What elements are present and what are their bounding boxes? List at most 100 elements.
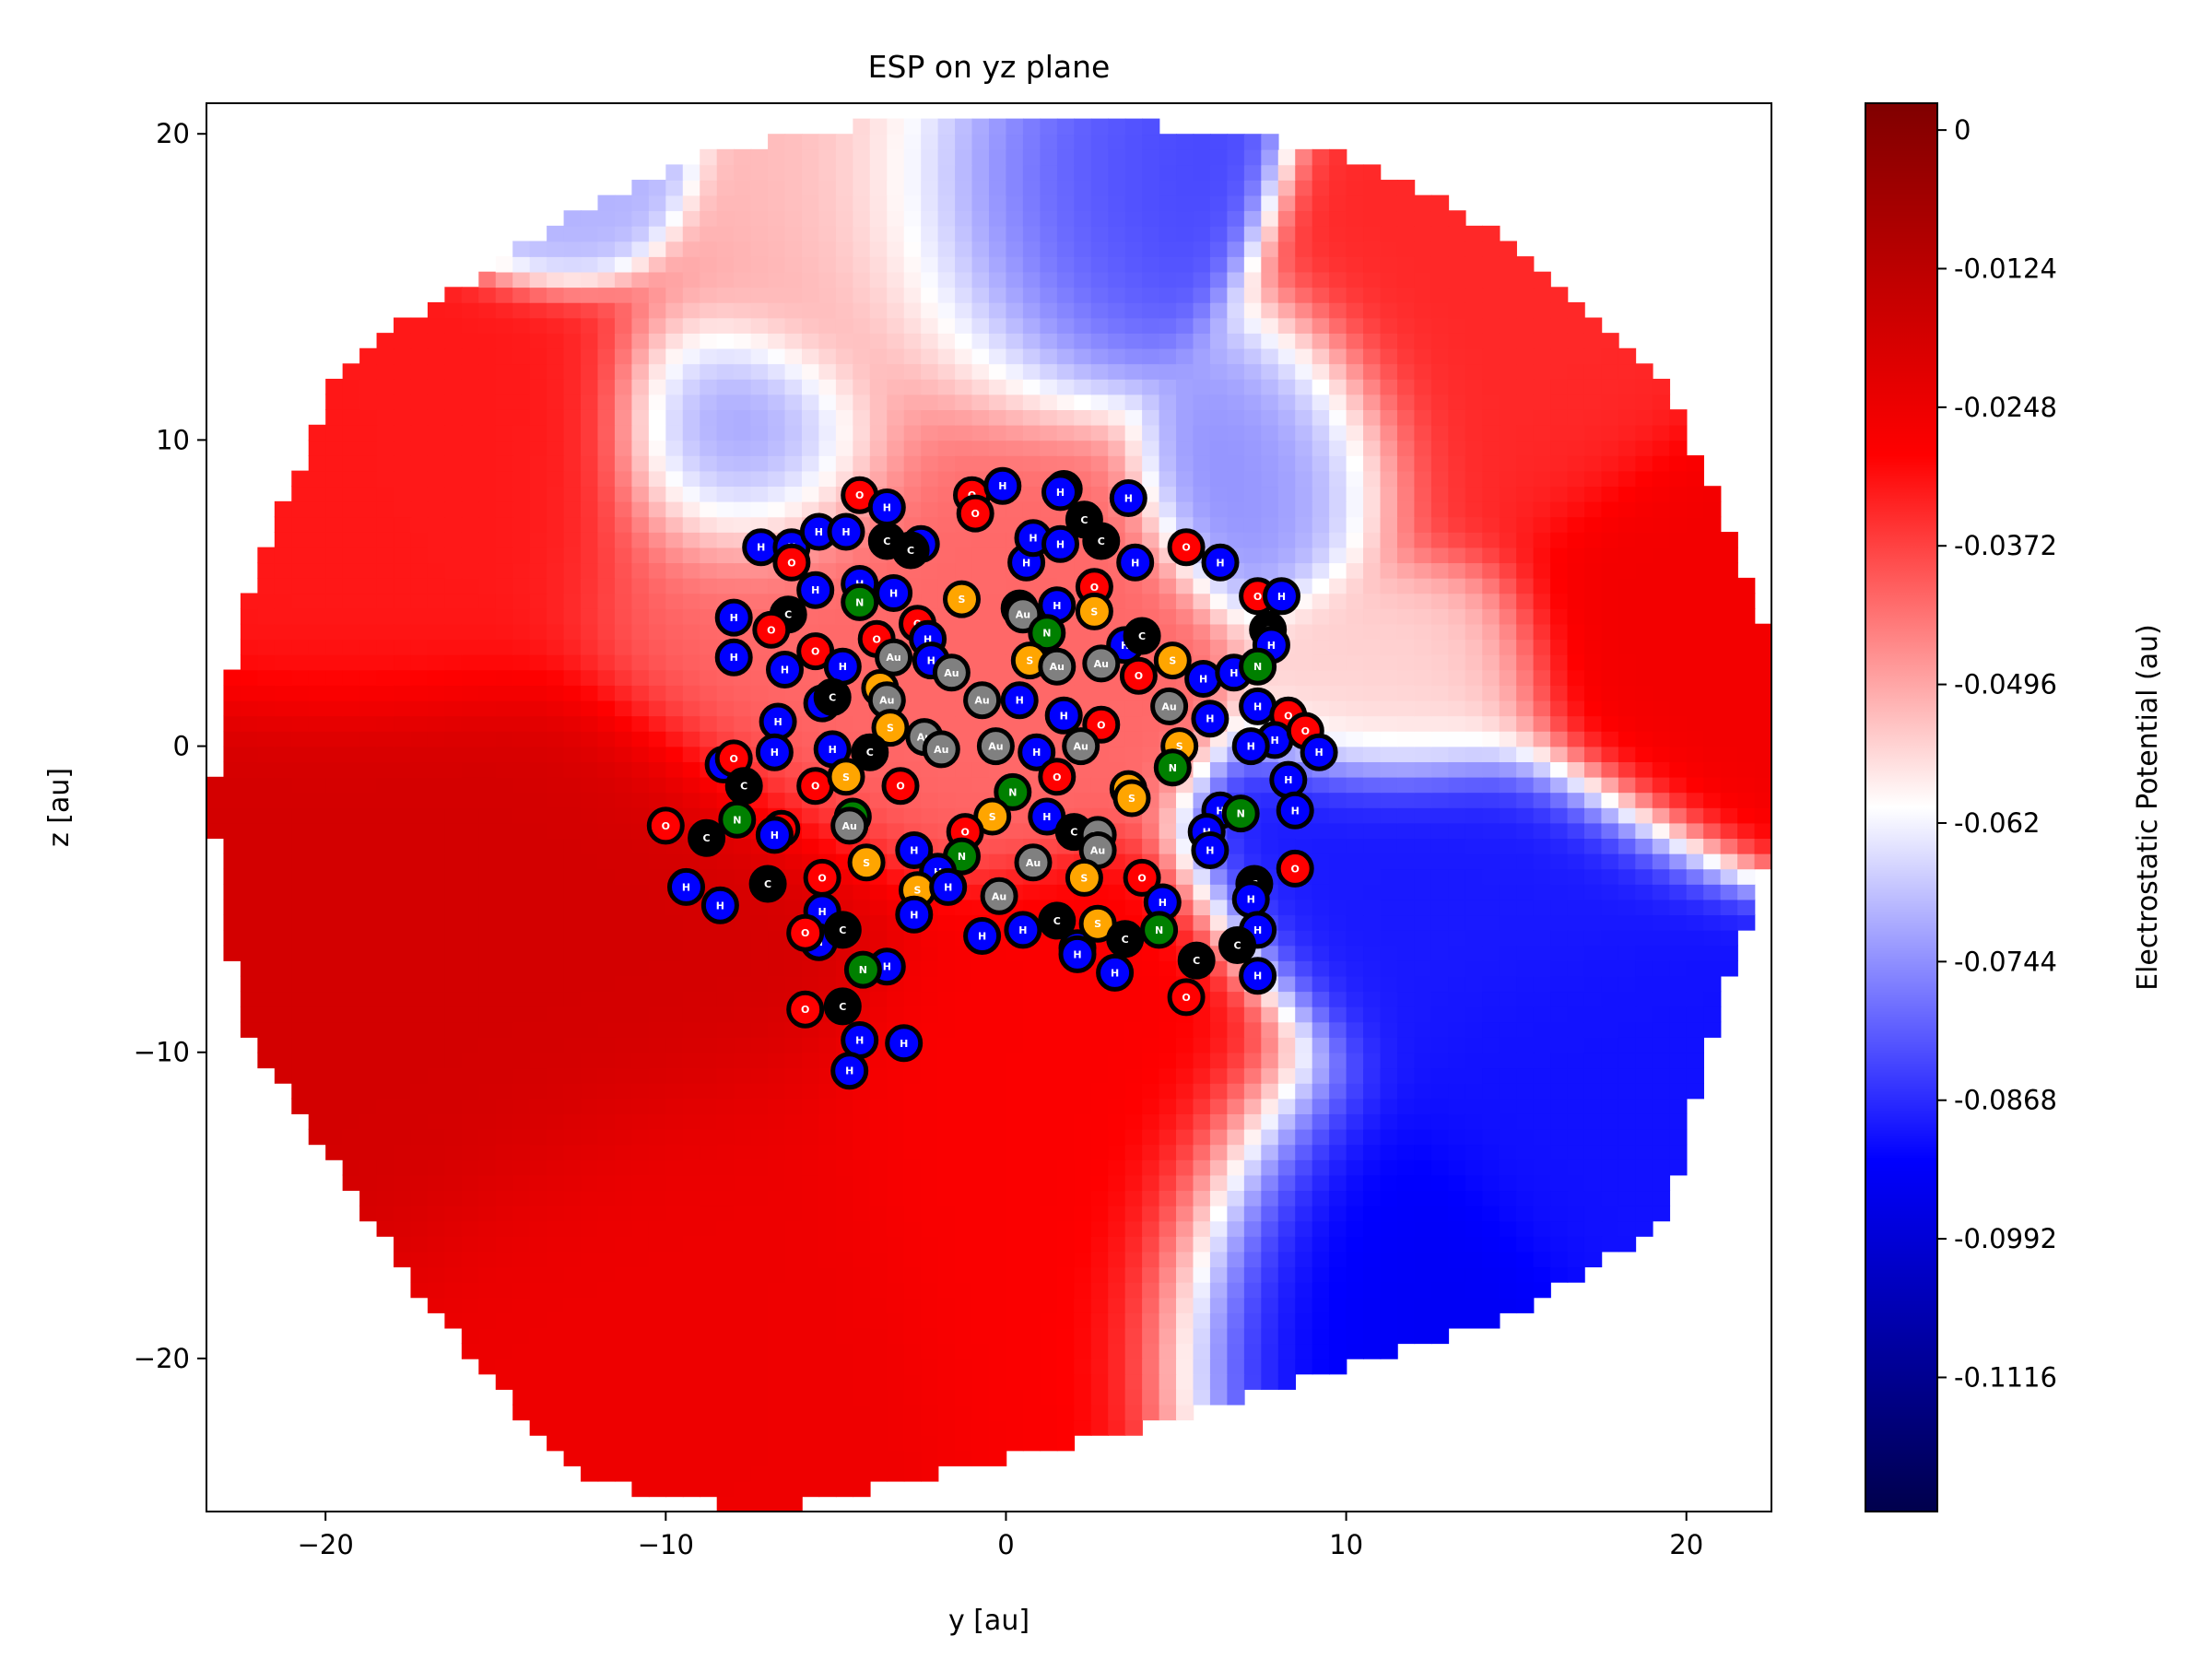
esp-cell bbox=[1720, 761, 1738, 778]
esp-cell bbox=[818, 1434, 837, 1452]
esp-cell bbox=[547, 838, 565, 854]
esp-cell bbox=[869, 1251, 888, 1268]
esp-cell bbox=[1482, 608, 1500, 625]
esp-cell bbox=[903, 991, 922, 1007]
esp-cell bbox=[887, 1205, 905, 1222]
esp-cell bbox=[614, 1266, 633, 1283]
esp-cell bbox=[547, 929, 565, 947]
esp-cell bbox=[257, 929, 276, 947]
esp-cell bbox=[903, 1067, 922, 1084]
esp-cell bbox=[734, 516, 752, 533]
esp-cell bbox=[461, 685, 480, 701]
esp-cell bbox=[835, 623, 854, 641]
esp-cell bbox=[921, 807, 939, 824]
esp-cell bbox=[1346, 1190, 1364, 1206]
esp-cell bbox=[700, 792, 718, 808]
esp-cell bbox=[342, 623, 360, 641]
esp-cell bbox=[1482, 1052, 1500, 1069]
esp-cell bbox=[291, 608, 310, 625]
esp-cell bbox=[869, 991, 888, 1007]
esp-cell bbox=[614, 807, 633, 824]
esp-cell bbox=[257, 975, 276, 993]
esp-cell bbox=[1159, 1205, 1177, 1222]
esp-cell bbox=[1550, 669, 1569, 686]
esp-cell bbox=[1635, 1144, 1653, 1160]
esp-cell bbox=[1465, 1297, 1484, 1313]
esp-cell bbox=[495, 822, 514, 840]
esp-cell bbox=[835, 1174, 854, 1192]
esp-cell bbox=[1159, 1067, 1177, 1084]
esp-cell bbox=[1482, 1159, 1500, 1176]
esp-cell bbox=[1090, 1358, 1109, 1375]
esp-cell bbox=[1396, 1052, 1416, 1069]
esp-cell bbox=[1209, 975, 1229, 993]
esp-cell bbox=[1022, 715, 1041, 732]
esp-cell bbox=[1022, 1190, 1041, 1206]
esp-cell bbox=[444, 853, 463, 870]
esp-cell bbox=[921, 700, 939, 717]
esp-cell bbox=[1176, 1128, 1194, 1146]
esp-cell bbox=[1142, 532, 1160, 548]
esp-cell bbox=[1346, 929, 1364, 947]
esp-cell bbox=[597, 532, 616, 548]
esp-cell bbox=[1448, 975, 1466, 993]
esp-cell bbox=[1040, 1281, 1058, 1299]
esp-cell bbox=[631, 593, 650, 609]
esp-cell bbox=[1618, 1052, 1637, 1069]
esp-cell bbox=[614, 1404, 633, 1421]
esp-cell bbox=[581, 1389, 599, 1406]
esp-cell bbox=[1430, 1312, 1450, 1329]
esp-cell bbox=[461, 623, 480, 641]
esp-cell bbox=[1090, 1098, 1109, 1114]
esp-cell bbox=[547, 500, 565, 518]
esp-cell bbox=[768, 1312, 786, 1329]
esp-cell bbox=[1040, 1236, 1058, 1253]
esp-cell bbox=[768, 1434, 786, 1452]
esp-cell bbox=[1583, 853, 1603, 870]
esp-cell bbox=[1022, 500, 1041, 518]
esp-cell bbox=[1652, 593, 1671, 609]
esp-cell bbox=[529, 853, 547, 870]
esp-cell bbox=[801, 1205, 820, 1222]
esp-cell bbox=[1277, 1067, 1297, 1084]
esp-cell bbox=[376, 623, 394, 641]
esp-cell bbox=[665, 1389, 684, 1406]
esp-cell bbox=[1295, 1297, 1313, 1313]
esp-cell bbox=[1652, 669, 1671, 686]
esp-cell bbox=[716, 1067, 735, 1084]
esp-cell bbox=[631, 685, 650, 701]
esp-cell bbox=[1209, 500, 1229, 518]
esp-cell bbox=[1227, 1006, 1245, 1023]
esp-cell bbox=[989, 516, 1007, 533]
esp-cell bbox=[1056, 1373, 1076, 1390]
esp-cell bbox=[768, 1190, 786, 1206]
esp-cell bbox=[1209, 899, 1229, 916]
esp-cell bbox=[1295, 975, 1313, 993]
esp-cell bbox=[1414, 960, 1432, 977]
esp-cell bbox=[1583, 914, 1603, 931]
esp-cell bbox=[971, 1450, 990, 1466]
esp-cell bbox=[291, 929, 310, 947]
esp-cell bbox=[1499, 562, 1517, 579]
esp-cell bbox=[887, 807, 905, 824]
esp-cell bbox=[547, 1128, 565, 1146]
esp-cell bbox=[1635, 914, 1653, 931]
esp-cell bbox=[1703, 868, 1722, 885]
esp-cell bbox=[495, 1343, 514, 1359]
esp-cell bbox=[223, 884, 241, 900]
esp-cell bbox=[835, 1144, 854, 1160]
esp-cell bbox=[1346, 1266, 1364, 1283]
esp-cell bbox=[1277, 516, 1297, 533]
esp-cell bbox=[274, 975, 293, 993]
esp-cell bbox=[376, 1113, 394, 1130]
esp-cell bbox=[342, 899, 360, 916]
esp-cell bbox=[342, 1006, 360, 1023]
esp-cell bbox=[1601, 730, 1619, 747]
esp-cell bbox=[1176, 807, 1194, 824]
esp-cell bbox=[1448, 608, 1466, 625]
esp-cell bbox=[648, 1098, 667, 1114]
esp-cell bbox=[1703, 991, 1722, 1007]
esp-cell bbox=[1142, 1373, 1160, 1390]
esp-cell bbox=[1414, 1144, 1432, 1160]
esp-cell bbox=[1583, 1037, 1603, 1053]
